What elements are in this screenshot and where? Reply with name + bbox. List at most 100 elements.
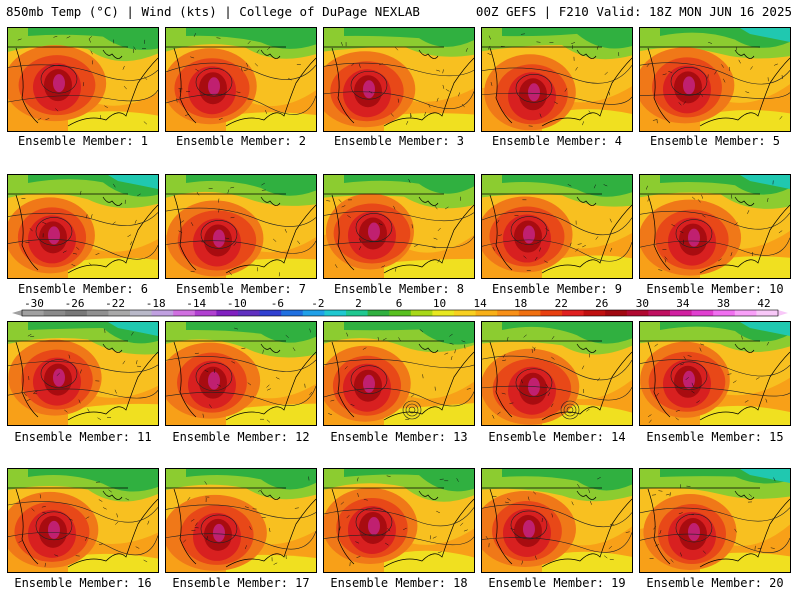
temperature-map bbox=[482, 469, 632, 572]
ensemble-map-panel bbox=[323, 321, 475, 426]
colorbar-tick-label: 26 bbox=[595, 297, 608, 310]
ensemble-map-panel bbox=[639, 468, 791, 573]
colorbar-tick-label: 10 bbox=[433, 297, 446, 310]
colorbar-tick-label: -6 bbox=[271, 297, 284, 310]
ensemble-member-label: Ensemble Member: 19 bbox=[488, 576, 626, 590]
colorbar-segment bbox=[194, 310, 217, 316]
temperature-map bbox=[640, 469, 790, 572]
ensemble-member-label: Ensemble Member: 6 bbox=[17, 282, 149, 296]
colorbar-tick-label: 18 bbox=[514, 297, 527, 310]
ensemble-map-panel bbox=[7, 174, 159, 279]
colorbar-tick-label: -22 bbox=[105, 297, 125, 310]
colorbar-segment bbox=[454, 310, 477, 316]
colorbar-segment bbox=[734, 310, 757, 316]
temperature-map bbox=[8, 322, 158, 425]
ensemble-map-panel bbox=[639, 27, 791, 132]
temperature-map bbox=[8, 469, 158, 572]
temperature-map bbox=[324, 469, 474, 572]
colorbar-tick-label: -18 bbox=[146, 297, 166, 310]
ensemble-map-panel bbox=[481, 27, 633, 132]
colorbar-tick-label: -10 bbox=[227, 297, 247, 310]
colorbar-segment bbox=[540, 310, 563, 316]
temperature-map bbox=[324, 322, 474, 425]
colorbar-segment bbox=[648, 310, 671, 316]
temperature-map bbox=[324, 28, 474, 131]
ensemble-map-panel bbox=[323, 174, 475, 279]
ensemble-member-label: Ensemble Member: 18 bbox=[330, 576, 468, 590]
temperature-map bbox=[324, 175, 474, 278]
colorbar-segment bbox=[410, 310, 433, 316]
colorbar-tick-label: -26 bbox=[65, 297, 85, 310]
colorbar-arrow-right bbox=[778, 310, 788, 316]
ensemble-member-label: Ensemble Member: 2 bbox=[175, 134, 307, 148]
colorbar-segment bbox=[238, 310, 261, 316]
ensemble-member-label: Ensemble Member: 9 bbox=[491, 282, 623, 296]
ensemble-member-label: Ensemble Member: 14 bbox=[488, 430, 626, 444]
colorbar-segment bbox=[281, 310, 304, 316]
colorbar-segment bbox=[22, 310, 45, 316]
temperature-map bbox=[640, 322, 790, 425]
temperature-map bbox=[482, 28, 632, 131]
colorbar-segment bbox=[670, 310, 693, 316]
colorbar-tick-label: 34 bbox=[676, 297, 690, 310]
ensemble-member-label: Ensemble Member: 5 bbox=[649, 134, 781, 148]
ensemble-member-label: Ensemble Member: 12 bbox=[172, 430, 310, 444]
temperature-colorbar: -30 -26 -22 -18 -14 -10 -6 -2 2 6 10 14 18 22 26 30 34 38… bbox=[0, 297, 800, 319]
colorbar-segment bbox=[65, 310, 88, 316]
ensemble-map-panel bbox=[165, 468, 317, 573]
ensemble-member-label: Ensemble Member: 7 bbox=[175, 282, 307, 296]
colorbar-tick-label: -2 bbox=[311, 297, 324, 310]
colorbar-segment bbox=[173, 310, 196, 316]
temperature-map bbox=[482, 322, 632, 425]
ensemble-map-panel bbox=[165, 321, 317, 426]
ensemble-member-label: Ensemble Member: 4 bbox=[491, 134, 623, 148]
run-valid-time: 00Z GEFS | F210 Valid: 18Z MON JUN 16 20… bbox=[475, 4, 792, 19]
colorbar-tick-label: -14 bbox=[186, 297, 206, 310]
colorbar-segment bbox=[475, 310, 498, 316]
temperature-map bbox=[640, 175, 790, 278]
colorbar-tick-label: 14 bbox=[473, 297, 487, 310]
colorbar-segment bbox=[691, 310, 714, 316]
ensemble-member-label: Ensemble Member: 10 bbox=[646, 282, 784, 296]
ensemble-member-label: Ensemble Member: 20 bbox=[646, 576, 784, 590]
colorbar-segment bbox=[367, 310, 390, 316]
colorbar-segment bbox=[518, 310, 541, 316]
colorbar-tick-label: 42 bbox=[757, 297, 770, 310]
temperature-map bbox=[8, 175, 158, 278]
temperature-map bbox=[166, 469, 316, 572]
colorbar-tick-label: 38 bbox=[717, 297, 730, 310]
colorbar-tick-label: 22 bbox=[555, 297, 568, 310]
ensemble-map-panel bbox=[323, 468, 475, 573]
colorbar-segment bbox=[713, 310, 736, 316]
temperature-map bbox=[8, 28, 158, 131]
ensemble-map-panel bbox=[323, 27, 475, 132]
colorbar-segment bbox=[43, 310, 66, 316]
colorbar-segment bbox=[108, 310, 131, 316]
ensemble-member-label: Ensemble Member: 11 bbox=[14, 430, 152, 444]
ensemble-member-label: Ensemble Member: 17 bbox=[172, 576, 310, 590]
temperature-map bbox=[166, 322, 316, 425]
temperature-map bbox=[166, 28, 316, 131]
temperature-map bbox=[166, 175, 316, 278]
colorbar-segment bbox=[432, 310, 455, 316]
colorbar-segment bbox=[389, 310, 412, 316]
temperature-map bbox=[640, 28, 790, 131]
ensemble-member-label: Ensemble Member: 13 bbox=[330, 430, 468, 444]
colorbar-segment bbox=[302, 310, 325, 316]
ensemble-map-panel bbox=[481, 321, 633, 426]
colorbar-segment bbox=[497, 310, 520, 316]
temperature-map bbox=[482, 175, 632, 278]
ensemble-member-label: Ensemble Member: 3 bbox=[333, 134, 465, 148]
colorbar-segment bbox=[346, 310, 369, 316]
colorbar-segment bbox=[130, 310, 153, 316]
ensemble-member-label: Ensemble Member: 1 bbox=[17, 134, 149, 148]
ensemble-map-panel bbox=[7, 27, 159, 132]
ensemble-map-panel bbox=[481, 174, 633, 279]
colorbar-tick-label: 6 bbox=[396, 297, 403, 310]
chart-title: 850mb Temp (°C) | Wind (kts) | College o… bbox=[6, 4, 420, 19]
ensemble-map-panel bbox=[7, 468, 159, 573]
colorbar-segment bbox=[86, 310, 109, 316]
ensemble-map-panel bbox=[639, 321, 791, 426]
colorbar-tick-label: 30 bbox=[636, 297, 649, 310]
colorbar-tick-label: 2 bbox=[355, 297, 362, 310]
